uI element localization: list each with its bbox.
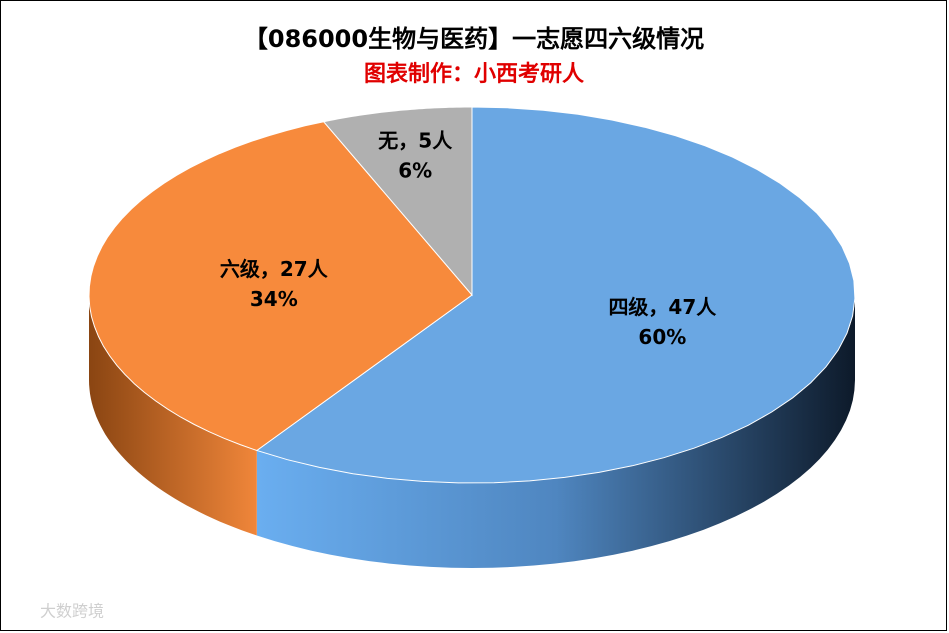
slice-side — [89, 295, 257, 536]
data-label: 无，5人 — [378, 128, 453, 152]
data-label: 六级，27人 — [220, 257, 329, 281]
watermark: 大数跨境 — [40, 602, 104, 621]
slice — [255, 106, 856, 484]
percent-label: 60% — [638, 325, 686, 349]
slice — [88, 121, 473, 452]
slice — [322, 106, 473, 297]
chart-title: 【086000生物与医药】一志愿四六级情况 — [244, 25, 704, 53]
percent-label: 6% — [398, 158, 432, 182]
chart-subtitle: 图表制作：小西考研人 — [364, 62, 584, 87]
data-label: 四级，47人 — [608, 295, 717, 319]
percent-label: 34% — [250, 287, 298, 311]
slice-side — [256, 295, 855, 568]
